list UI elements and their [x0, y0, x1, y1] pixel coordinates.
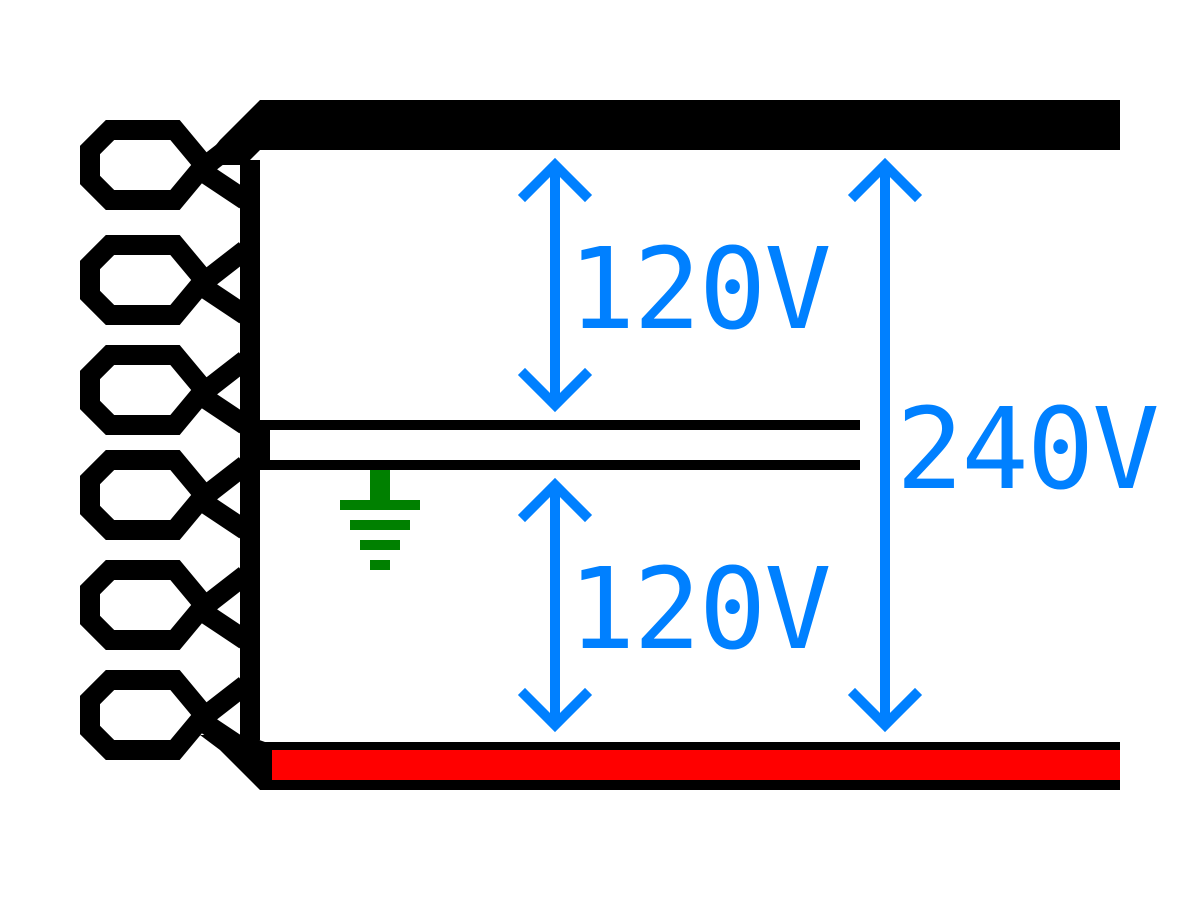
coil-loop: [80, 345, 252, 435]
ground-icon: [340, 470, 420, 570]
coil-loop: [80, 120, 252, 210]
upper-leg-label: 120V: [568, 225, 830, 355]
coil-loop: [80, 450, 252, 540]
total-arrow: [847, 157, 923, 733]
hot-leg-top: [200, 100, 1120, 165]
lower-leg-arrow: [517, 477, 593, 733]
coil-loop: [80, 235, 252, 325]
hot-leg-bottom: [200, 735, 1120, 790]
total-label: 240V: [896, 385, 1158, 515]
neutral-line: [240, 420, 860, 470]
coil-loop: [80, 560, 252, 650]
upper-leg-arrow: [517, 157, 593, 413]
lower-leg-label: 120V: [568, 545, 830, 675]
transformer-coil-icon: [80, 120, 260, 760]
